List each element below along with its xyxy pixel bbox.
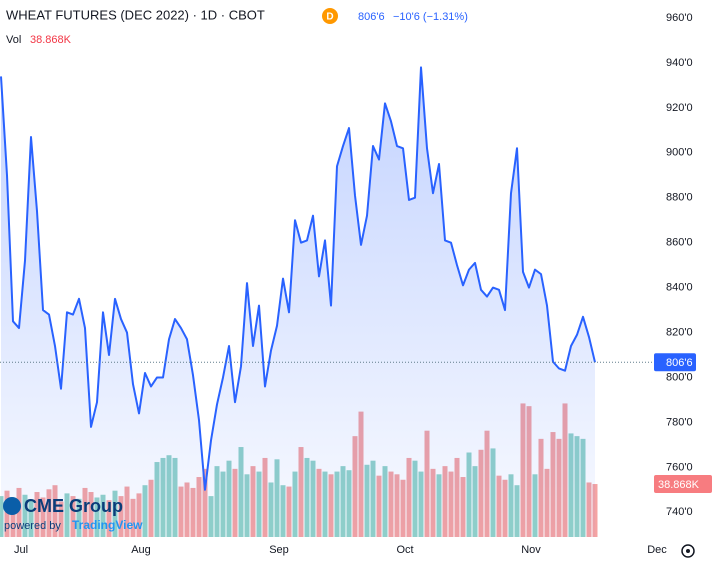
last-price-tag-bg xyxy=(654,353,696,372)
logo-brand: CME Group xyxy=(24,496,123,516)
interval-badge-bg xyxy=(322,8,338,24)
plot-area xyxy=(0,66,598,538)
x-tick-label: Jul xyxy=(14,544,28,556)
y-tick-label: 880'0 xyxy=(666,192,693,204)
logo-globe xyxy=(3,497,21,515)
last-price-tag: 806'6 xyxy=(666,357,693,369)
price-area xyxy=(1,67,595,538)
volume-value: 38.868K xyxy=(30,34,72,46)
powered-by: powered by xyxy=(4,520,61,532)
price-change: −10'6 (−1.31%) xyxy=(393,11,468,23)
x-tick-label: Dec xyxy=(647,544,667,556)
logo: CME Group powered by TradingView xyxy=(3,496,143,532)
y-tick-label: 840'0 xyxy=(666,282,693,294)
volume-name: Vol xyxy=(6,34,21,46)
y-tick-label: 820'0 xyxy=(666,326,693,338)
y-tick-label: 960'0 xyxy=(666,12,693,24)
last-price: 806'6 xyxy=(358,11,385,23)
y-tick-label: 900'0 xyxy=(666,147,693,159)
last-volume-tag: 38.868K xyxy=(658,479,700,491)
y-tick-label: 760'0 xyxy=(666,461,693,473)
x-tick-label: Nov xyxy=(521,544,541,556)
y-tick-label: 740'0 xyxy=(666,506,693,518)
last-volume-tag-bg xyxy=(654,475,712,494)
interval-badge: D xyxy=(326,12,333,23)
x-tick-label: Aug xyxy=(131,544,151,556)
y-tick-label: 780'0 xyxy=(666,416,693,428)
y-tick-label: 920'0 xyxy=(666,102,693,114)
platform: TradingView xyxy=(72,518,143,532)
chart-title: WHEAT FUTURES (DEC 2022) · 1D · CBOT xyxy=(6,7,265,22)
y-tick-label: 940'0 xyxy=(666,57,693,69)
y-tick-label: 860'0 xyxy=(666,237,693,249)
x-tick-label: Oct xyxy=(396,544,413,556)
y-tick-label: 800'0 xyxy=(666,371,693,383)
settings-icon[interactable] xyxy=(681,544,695,558)
price-line xyxy=(0,66,596,491)
x-tick-label: Sep xyxy=(269,544,289,556)
